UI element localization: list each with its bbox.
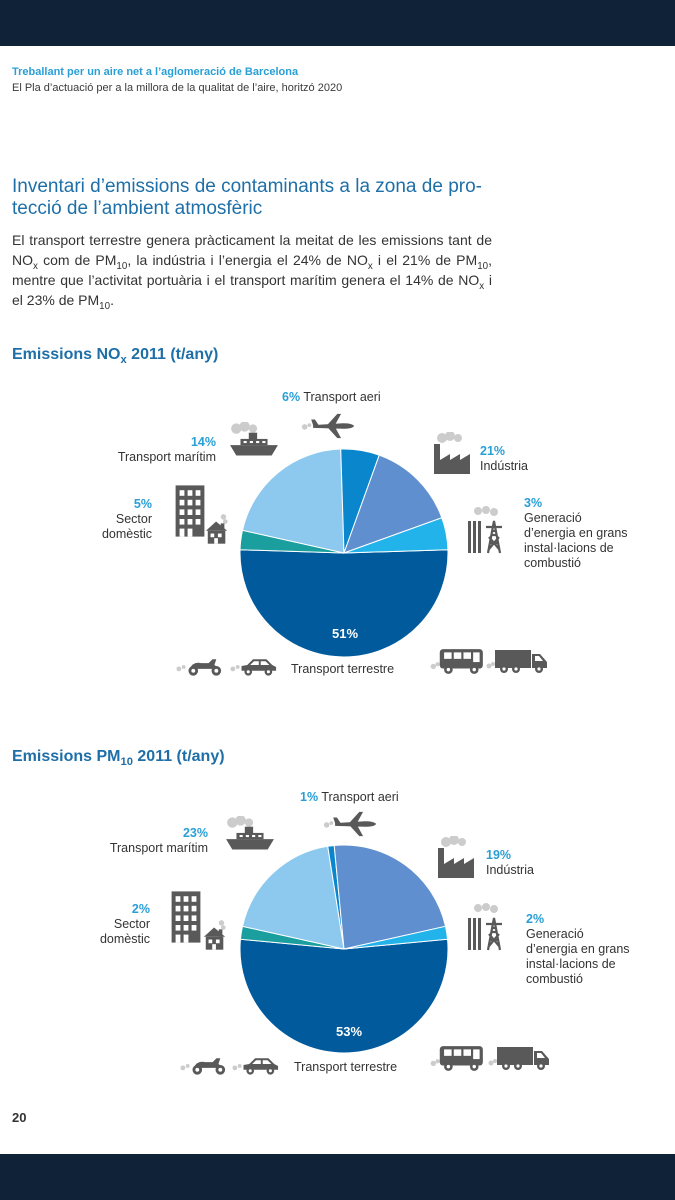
label-energia-pm10: 2% Generació d’energia en grans instal·laci…	[526, 912, 630, 986]
chart-title-pm10: Emissions PM10 2011 (t/any)	[12, 748, 225, 769]
car-icon	[230, 655, 278, 677]
bus-icon	[430, 647, 484, 675]
label-maritim-nox: 14% Transport marítim	[117, 435, 216, 464]
truck-icon	[486, 647, 548, 675]
factory-icon	[430, 432, 474, 476]
ship-icon	[224, 816, 276, 854]
slice-label-terrestre-pm10: 53%	[336, 1024, 363, 1039]
intro-paragraph: El transport terrestre genera pràcticame…	[12, 232, 492, 312]
slice-label-terrestre-nox: 51%	[332, 626, 359, 641]
label-domestic-nox: 5% Sector domèstic	[101, 497, 152, 541]
label-aeri-pm10: 1% Transport aeri	[300, 790, 399, 804]
label-terrestre-pm10: Transport terrestre	[294, 1060, 398, 1074]
label-energia-nox: 3% Generació d’energia en grans instal·laci…	[524, 496, 628, 570]
motorbike-icon	[176, 655, 224, 677]
pie-slice-maritim	[343, 454, 443, 554]
section-title: Inventari d’emissions de contaminants a …	[12, 176, 482, 219]
pie-slice-industria	[241, 845, 345, 950]
pie-slice-terrestre	[239, 938, 449, 1054]
top-bar	[0, 0, 675, 46]
pie-chart-nox	[239, 448, 449, 658]
publication-subtitle: El Pla d’actuació per a la millora de la…	[12, 82, 343, 94]
buildings-icon	[170, 886, 202, 948]
car-icon	[232, 1054, 280, 1076]
power-tower-icon	[466, 902, 510, 952]
label-aeri-nox: 6% Transport aeri	[282, 390, 381, 404]
label-maritim-pm10: 23% Transport marítim	[109, 826, 208, 855]
ship-icon	[228, 422, 280, 460]
house-icon	[205, 512, 229, 544]
chart-title-nox: Emissions NOx 2011 (t/any)	[12, 346, 219, 367]
pie-slice-domestic	[343, 925, 449, 950]
pie-slice-maritim	[333, 844, 447, 950]
plane-icon	[322, 810, 378, 838]
label-terrestre-nox: Transport terrestre	[291, 662, 395, 676]
plane-icon	[300, 412, 356, 440]
bus-icon	[430, 1044, 484, 1072]
power-tower-icon	[466, 505, 510, 555]
buildings-icon	[174, 485, 206, 537]
pie-chart-pm10	[239, 844, 449, 1054]
factory-icon	[434, 836, 478, 880]
truck-icon	[488, 1044, 550, 1072]
pie-slice-domestic	[343, 517, 449, 554]
bottom-bar	[0, 1154, 675, 1200]
publication-title: Treballant per un aire net a l’aglomerac…	[12, 66, 299, 78]
house-icon	[203, 918, 227, 950]
pie-slice-industria	[241, 448, 345, 554]
motorbike-icon	[180, 1054, 228, 1076]
label-domestic-pm10: 2% Sector domèstic	[99, 902, 150, 946]
label-industria-pm10: 19% Indústria	[486, 848, 534, 877]
pie-slice-terrestre	[239, 549, 449, 658]
page-number: 20	[12, 1110, 27, 1125]
label-industria-nox: 21% Indústria	[480, 444, 528, 473]
